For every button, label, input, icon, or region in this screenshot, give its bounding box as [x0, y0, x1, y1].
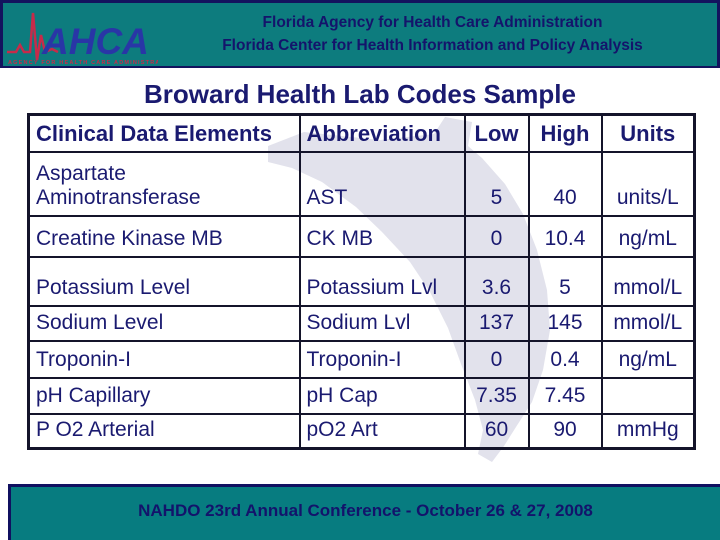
table-row: pH Capillary pH Cap 7.35 7.45	[27, 376, 696, 415]
cell-element: P O2 Arterial	[27, 412, 301, 450]
agency-name-line1: Florida Agency for Health Care Administr…	[262, 14, 603, 32]
cell-low: 0	[463, 214, 530, 258]
cell-abbreviation: Sodium Lvl	[298, 304, 466, 342]
cell-high: 40	[527, 150, 603, 217]
cell-element: Creatine Kinase MB	[27, 214, 301, 258]
ekg-line-icon	[7, 12, 59, 61]
ahca-logo: AHCA AGENCY FOR HEALTH CARE ADMINISTRATI…	[6, 5, 158, 66]
cell-low: 0	[463, 339, 530, 379]
cell-abbreviation: pH Cap	[298, 376, 466, 415]
cell-element: Sodium Level	[27, 304, 301, 342]
lab-codes-table: Clinical Data Elements Abbreviation Low …	[27, 113, 696, 450]
conference-footer-text: NAHDO 23rd Annual Conference - October 2…	[138, 500, 593, 520]
cell-units: units/L	[600, 150, 696, 217]
cell-abbreviation: AST	[298, 150, 466, 217]
cell-element: Potassium Level	[27, 255, 301, 307]
cell-units	[600, 376, 696, 415]
cell-high: 145	[527, 304, 603, 342]
agency-name-line2: Florida Center for Health Information an…	[222, 36, 643, 54]
cell-low: 137	[463, 304, 530, 342]
table-row: Potassium Level Potassium Lvl 3.6 5 mmol…	[27, 255, 696, 307]
table-row: Sodium Level Sodium Lvl 137 145 mmol/L	[27, 304, 696, 342]
cell-low: 60	[463, 412, 530, 450]
table-row: Troponin-I Troponin-I 0 0.4 ng/mL	[27, 339, 696, 379]
col-header-high: High	[527, 113, 603, 153]
col-header-low: Low	[463, 113, 530, 153]
table-row: Creatine Kinase MB CK MB 0 10.4 ng/mL	[27, 214, 696, 258]
cell-high: 5	[527, 255, 603, 307]
header-band: AHCA AGENCY FOR HEALTH CARE ADMINISTRATI…	[0, 0, 720, 68]
cell-high: 90	[527, 412, 603, 450]
cell-units: mmHg	[600, 412, 696, 450]
cell-element: Troponin-I	[27, 339, 301, 379]
cell-abbreviation: CK MB	[298, 214, 466, 258]
table-row: P O2 Arterial pO2 Art 60 90 mmHg	[27, 412, 696, 450]
svg-text:AHCA: AHCA	[41, 21, 149, 62]
cell-high: 7.45	[527, 376, 603, 415]
col-header-units: Units	[600, 113, 696, 153]
cell-high: 0.4	[527, 339, 603, 379]
cell-high: 10.4	[527, 214, 603, 258]
agency-header-text: Florida Agency for Health Care Administr…	[158, 3, 707, 66]
cell-units: mmol/L	[600, 304, 696, 342]
table-header-row: Clinical Data Elements Abbreviation Low …	[27, 113, 696, 153]
cell-low: 3.6	[463, 255, 530, 307]
cell-units: ng/mL	[600, 214, 696, 258]
cell-abbreviation: Potassium Lvl	[298, 255, 466, 307]
cell-element: pH Capillary	[27, 376, 301, 415]
cell-abbreviation: Troponin-I	[298, 339, 466, 379]
logo-subtext: AGENCY FOR HEALTH CARE ADMINISTRATION	[8, 60, 158, 66]
cell-units: mmol/L	[600, 255, 696, 307]
cell-element: Aspartate Aminotransferase	[27, 150, 301, 217]
col-header-abbreviation: Abbreviation	[298, 113, 466, 153]
cell-abbreviation: pO2 Art	[298, 412, 466, 450]
slide-title: Broward Health Lab Codes Sample	[144, 79, 576, 109]
col-header-clinical-data-elements: Clinical Data Elements	[27, 113, 301, 153]
table-row: Aspartate Aminotransferase AST 5 40 unit…	[27, 150, 696, 217]
footer-band: NAHDO 23rd Annual Conference - October 2…	[8, 484, 720, 540]
cell-units: ng/mL	[600, 339, 696, 379]
cell-low: 7.35	[463, 376, 530, 415]
cell-low: 5	[463, 150, 530, 217]
